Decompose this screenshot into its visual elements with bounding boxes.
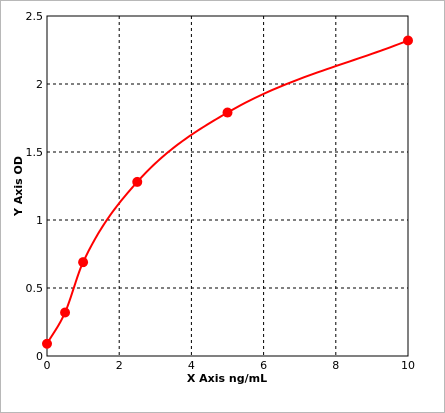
x-tick-label: 2 (116, 359, 123, 372)
x-tick-labels: 0 2 4 6 8 10 (44, 359, 416, 372)
x-tick-label: 0 (44, 359, 51, 372)
data-point (403, 35, 413, 46)
data-point (78, 257, 89, 268)
y-tick-label: 0.5 (26, 282, 44, 295)
y-tick-label: 2.5 (26, 10, 44, 23)
y-tick-labels: 0 0.5 1 1.5 2 2.5 (26, 10, 44, 363)
data-point (222, 107, 233, 118)
x-tick-label: 10 (401, 359, 415, 372)
y-tick-label: 1 (36, 214, 43, 227)
x-axis-label: X Axis ng/mL (187, 372, 267, 385)
data-point (60, 307, 71, 318)
data-point (42, 338, 52, 349)
y-tick-label: 2 (36, 78, 43, 91)
x-tick-label: 6 (260, 359, 267, 372)
data-point (132, 176, 143, 187)
fit-curve (46, 39, 409, 345)
data-points (42, 35, 413, 349)
y-tick-label: 0 (36, 350, 43, 363)
y-tick-label: 1.5 (26, 146, 44, 159)
grid-layer (47, 16, 408, 356)
plot-area (46, 15, 409, 357)
y-axis-label: Y Axis OD (12, 156, 25, 217)
x-tick-label: 8 (332, 359, 339, 372)
x-tick-label: 4 (188, 359, 195, 372)
